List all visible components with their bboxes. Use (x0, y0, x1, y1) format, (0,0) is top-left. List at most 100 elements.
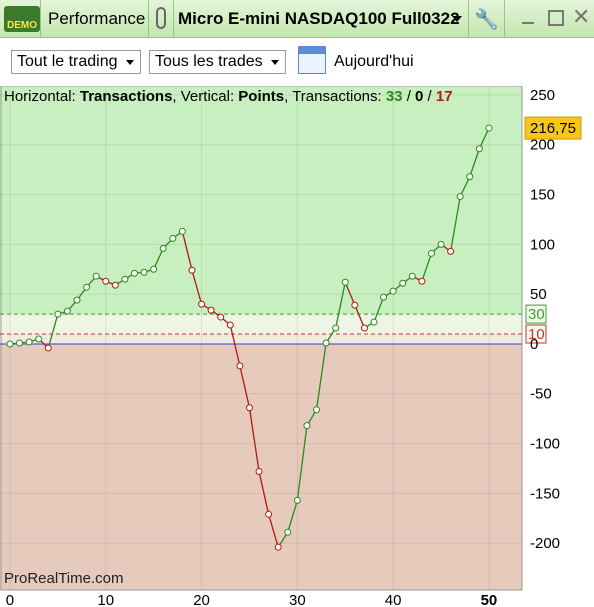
trade-point (6, 340, 14, 348)
trade-point (35, 335, 43, 343)
equity-segment (239, 365, 251, 408)
y-tick-label: 50 (530, 286, 547, 303)
settings-icon[interactable]: 🔧 (474, 9, 499, 31)
y-tick-label: 150 (530, 187, 555, 204)
trade-point (389, 287, 397, 295)
x-tick-label: 40 (385, 592, 402, 607)
info-value: Points (238, 88, 284, 105)
trade-point (226, 321, 234, 329)
equity-segment (248, 407, 260, 472)
threshold-box (525, 324, 547, 344)
trade-point (351, 301, 359, 309)
wins-count: 33 (386, 88, 403, 105)
info-text: / (403, 88, 416, 105)
threshold-box (525, 304, 547, 324)
loss-zone (0, 343, 522, 590)
equity-segment (354, 304, 366, 329)
trade-point (303, 422, 311, 430)
trade-point (485, 124, 493, 132)
low-zone (0, 334, 522, 344)
equity-segment (335, 282, 346, 329)
equity-segment (449, 196, 461, 252)
tab-label[interactable]: Performance (48, 9, 146, 28)
trades-filter[interactable]: Tous les trades (149, 50, 286, 74)
info-value: Transactions (80, 88, 173, 105)
neutral-zone (0, 314, 522, 335)
trade-point (73, 296, 81, 304)
trade-point (447, 247, 455, 255)
trade-point (207, 306, 215, 314)
x-tick-label: 10 (97, 592, 114, 607)
equity-segment (421, 253, 433, 282)
trade-point (198, 300, 206, 308)
trade-point (456, 193, 464, 201)
trade-point (399, 279, 407, 287)
y-tick-label: -200 (530, 535, 560, 552)
trade-point (255, 467, 263, 475)
profit-zone (0, 86, 522, 315)
instrument-arrow[interactable] (452, 16, 462, 27)
equity-segment (191, 270, 203, 305)
period-label[interactable]: Aujourd'hui (334, 53, 414, 70)
plot-border (0, 86, 523, 591)
trade-point (159, 244, 167, 252)
equity-segment (344, 281, 356, 306)
trade-point (408, 272, 416, 280)
y-tick-label: 100 (530, 236, 555, 253)
trade-point (169, 234, 177, 242)
trade-point (178, 227, 186, 235)
trade-point (293, 496, 301, 504)
losses-count: 17 (436, 88, 453, 105)
equity-segment (287, 500, 298, 533)
calendar-icon[interactable] (298, 46, 326, 74)
info-text: Horizontal: (4, 88, 80, 105)
trade-point (322, 339, 330, 347)
trade-point (341, 278, 349, 286)
threshold-label: 30 (528, 306, 545, 323)
last-value-box (524, 116, 582, 140)
trade-point (418, 277, 426, 285)
trade-point (274, 543, 282, 551)
info-line: Horizontal: Transactions, Vertical: Poin… (4, 88, 453, 105)
maximize[interactable] (548, 10, 564, 26)
threshold-label: 10 (528, 326, 545, 343)
trade-point (111, 281, 119, 289)
trade-point (475, 145, 483, 153)
info-text: , Transactions: (284, 88, 386, 105)
equity-segment (315, 342, 327, 410)
equity-segment (296, 425, 308, 501)
trade-point (92, 272, 100, 280)
close[interactable]: ✕ (572, 4, 591, 29)
trade-point (245, 404, 253, 412)
info-text: / (423, 88, 436, 105)
trading-filter[interactable]: Tout le trading (11, 50, 141, 74)
equity-segment (229, 324, 241, 367)
demo-badge: DEMO (4, 6, 40, 32)
trade-point (102, 277, 110, 285)
equity-segment (47, 313, 59, 349)
equity-segment (258, 471, 270, 515)
instrument[interactable]: Micro E-mini NASDAQ100 Full0322 (178, 9, 460, 28)
y-tick-label: -150 (530, 485, 560, 502)
trade-point (236, 362, 244, 370)
trade-point (150, 265, 158, 273)
equity-segment (267, 514, 279, 548)
trade-point (466, 173, 474, 181)
last-value-label: 216,75 (530, 120, 576, 137)
equity-segment (478, 127, 490, 150)
trade-point (25, 338, 33, 346)
trade-point (380, 293, 388, 301)
equity-segment (459, 176, 471, 197)
trade-point (16, 339, 24, 347)
y-tick-label: 200 (530, 137, 555, 154)
equity-segment (153, 248, 164, 270)
minimize[interactable] (522, 22, 534, 24)
trade-point (44, 344, 52, 352)
trade-point (188, 266, 196, 274)
link-icon[interactable] (148, 0, 174, 37)
x-tick-label: 20 (193, 592, 210, 607)
trade-point (130, 269, 138, 277)
watermark: ProRealTime.com (4, 570, 123, 587)
